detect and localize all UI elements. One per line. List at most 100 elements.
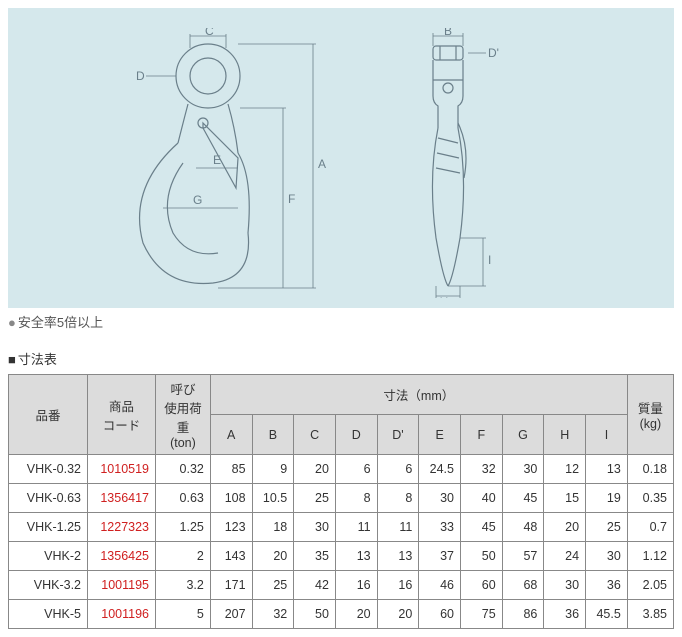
th-I: I	[586, 415, 628, 455]
cell-Dp: 16	[377, 571, 419, 600]
cell-load: 3.2	[156, 571, 211, 600]
th-E: E	[419, 415, 461, 455]
cell-H: 15	[544, 484, 586, 513]
cell-F: 45	[461, 513, 503, 542]
dim-label-e: E	[213, 153, 221, 167]
th-code: 商品 コード	[88, 375, 156, 455]
cell-mass: 0.7	[627, 513, 673, 542]
th-F: F	[461, 415, 503, 455]
th-dim-group: 寸法（mm）	[210, 375, 627, 415]
cell-E: 46	[419, 571, 461, 600]
cell-code: 1010519	[88, 455, 156, 484]
dim-label-c: C	[205, 28, 214, 38]
cell-I: 19	[586, 484, 628, 513]
cell-A: 207	[210, 600, 252, 629]
cell-A: 108	[210, 484, 252, 513]
cell-load: 0.32	[156, 455, 211, 484]
cell-H: 20	[544, 513, 586, 542]
cell-C: 42	[294, 571, 336, 600]
th-H: H	[544, 415, 586, 455]
table-row: VHK-0.6313564170.6310810.525883040451519…	[9, 484, 674, 513]
hook-front-diagram: C D A F E G	[88, 28, 348, 298]
dim-label-g: F	[288, 192, 295, 206]
table-title: 寸法表	[8, 349, 674, 368]
cell-code: 1356417	[88, 484, 156, 513]
dim-label-a: A	[318, 157, 326, 171]
cell-F: 50	[461, 542, 503, 571]
cell-Dp: 13	[377, 542, 419, 571]
cell-E: 37	[419, 542, 461, 571]
th-mass: 質量 (kg)	[627, 375, 673, 455]
cell-B: 9	[252, 455, 294, 484]
cell-G: 86	[502, 600, 544, 629]
cell-G: 30	[502, 455, 544, 484]
cell-Dp: 6	[377, 455, 419, 484]
cell-B: 20	[252, 542, 294, 571]
safety-note: 安全率5倍以上	[8, 312, 674, 331]
dim-label-i: I	[488, 253, 491, 267]
cell-I: 45.5	[586, 600, 628, 629]
cell-name: VHK-0.63	[9, 484, 88, 513]
th-C: C	[294, 415, 336, 455]
cell-A: 171	[210, 571, 252, 600]
cell-mass: 0.18	[627, 455, 673, 484]
cell-C: 25	[294, 484, 336, 513]
cell-H: 36	[544, 600, 586, 629]
cell-C: 20	[294, 455, 336, 484]
dim-label-b: B	[444, 28, 452, 38]
table-row: VHK-510011965207325020206075863645.53.85	[9, 600, 674, 629]
table-row: VHK-0.3210105190.32859206624.5323012130.…	[9, 455, 674, 484]
cell-D: 6	[335, 455, 377, 484]
dim-label-dp: D'	[488, 46, 499, 60]
diagram-panel: C D A F E G	[8, 8, 674, 308]
dim-label-f: G	[193, 193, 202, 207]
cell-load: 5	[156, 600, 211, 629]
cell-code: 1356425	[88, 542, 156, 571]
th-name: 品番	[9, 375, 88, 455]
cell-B: 10.5	[252, 484, 294, 513]
cell-D: 8	[335, 484, 377, 513]
dim-label-d: D	[136, 69, 145, 83]
cell-code: 1001196	[88, 600, 156, 629]
cell-B: 18	[252, 513, 294, 542]
cell-Dp: 11	[377, 513, 419, 542]
cell-load: 1.25	[156, 513, 211, 542]
dim-label-h: H	[440, 295, 449, 298]
cell-Dp: 8	[377, 484, 419, 513]
cell-mass: 0.35	[627, 484, 673, 513]
cell-name: VHK-2	[9, 542, 88, 571]
cell-C: 35	[294, 542, 336, 571]
cell-H: 12	[544, 455, 586, 484]
cell-G: 48	[502, 513, 544, 542]
cell-name: VHK-0.32	[9, 455, 88, 484]
th-load: 呼び 使用荷重 (ton)	[156, 375, 211, 455]
th-G: G	[502, 415, 544, 455]
table-row: VHK-3.210011953.21712542161646606830362.…	[9, 571, 674, 600]
hook-side-diagram: B D' H I	[388, 28, 518, 298]
th-A: A	[210, 415, 252, 455]
cell-F: 75	[461, 600, 503, 629]
cell-I: 36	[586, 571, 628, 600]
cell-H: 24	[544, 542, 586, 571]
cell-F: 60	[461, 571, 503, 600]
cell-I: 13	[586, 455, 628, 484]
table-row: VHK-2135642521432035131337505724301.12	[9, 542, 674, 571]
th-B: B	[252, 415, 294, 455]
cell-G: 68	[502, 571, 544, 600]
cell-mass: 3.85	[627, 600, 673, 629]
cell-F: 40	[461, 484, 503, 513]
cell-Dp: 20	[377, 600, 419, 629]
cell-B: 32	[252, 600, 294, 629]
cell-E: 30	[419, 484, 461, 513]
cell-code: 1227323	[88, 513, 156, 542]
cell-D: 16	[335, 571, 377, 600]
cell-G: 57	[502, 542, 544, 571]
cell-A: 85	[210, 455, 252, 484]
spec-table: 品番 商品 コード 呼び 使用荷重 (ton) 寸法（mm） 質量 (kg) A…	[8, 374, 674, 629]
cell-D: 13	[335, 542, 377, 571]
cell-E: 24.5	[419, 455, 461, 484]
table-row: VHK-1.2512273231.25123183011113345482025…	[9, 513, 674, 542]
table-body: VHK-0.3210105190.32859206624.5323012130.…	[9, 455, 674, 629]
cell-load: 0.63	[156, 484, 211, 513]
cell-name: VHK-5	[9, 600, 88, 629]
